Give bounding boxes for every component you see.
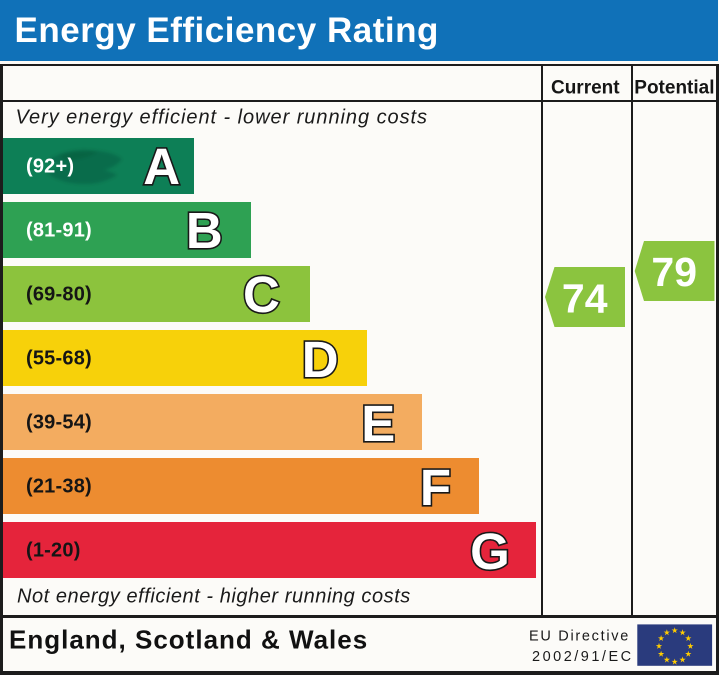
svg-text:EU Directive: EU Directive [529, 629, 630, 645]
svg-text:C: C [243, 266, 280, 323]
svg-text:(1-20): (1-20) [26, 540, 81, 562]
svg-text:B: B [186, 202, 223, 259]
svg-text:G: G [470, 523, 510, 580]
svg-text:Not energy efficient - higher: Not energy efficient - higher running co… [17, 585, 411, 607]
svg-text:E: E [361, 395, 395, 452]
svg-text:74: 74 [562, 276, 608, 322]
svg-text:D: D [302, 331, 339, 388]
svg-text:A: A [143, 138, 180, 195]
svg-text:Potential: Potential [634, 77, 714, 98]
svg-text:(39-54): (39-54) [26, 412, 92, 434]
svg-text:Current: Current [551, 77, 620, 98]
svg-text:(69-80): (69-80) [26, 284, 92, 306]
svg-text:England, Scotland & Wales: England, Scotland & Wales [9, 625, 368, 655]
svg-text:2002/91/EC: 2002/91/EC [532, 649, 634, 665]
svg-text:F: F [420, 459, 451, 516]
svg-text:(92+): (92+) [26, 156, 74, 178]
svg-text:(55-68): (55-68) [26, 348, 92, 370]
svg-text:(21-38): (21-38) [26, 476, 92, 498]
svg-text:(81-91): (81-91) [26, 220, 92, 242]
svg-text:Very energy efficient - lower: Very energy efficient - lower running co… [16, 107, 429, 129]
svg-text:Energy Efficiency Rating: Energy Efficiency Rating [15, 11, 439, 50]
svg-text:79: 79 [651, 249, 697, 295]
